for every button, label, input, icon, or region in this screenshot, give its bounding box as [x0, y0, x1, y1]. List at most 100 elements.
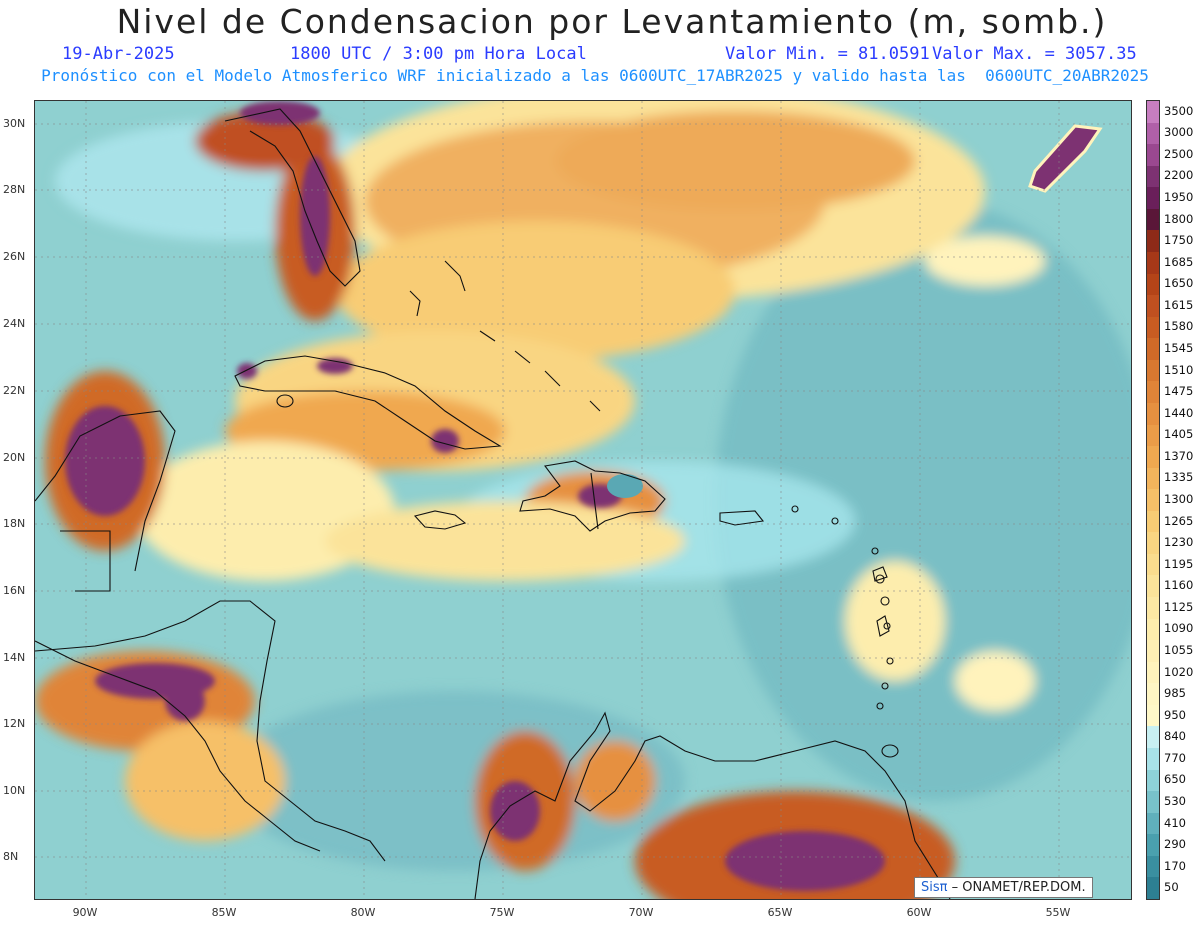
colorbar-swatch	[1147, 424, 1159, 447]
colorbar-label: 1580	[1164, 319, 1194, 334]
colorbar-swatch	[1147, 208, 1159, 231]
colorbar-swatch	[1147, 273, 1159, 296]
colorbar-swatch	[1147, 704, 1159, 727]
lon-label-60w: 60W	[906, 906, 932, 919]
forecast-subtitle: Pronóstico con el Modelo Atmosferico WRF…	[41, 66, 1149, 85]
colorbar-swatch	[1147, 640, 1159, 663]
colorbar-swatch	[1147, 101, 1159, 124]
colorbar-swatch	[1147, 467, 1159, 490]
colorbar-swatch	[1147, 316, 1159, 339]
colorbar-swatch	[1147, 683, 1159, 706]
colorbar-label: 1800	[1164, 211, 1194, 226]
lat-label-18n: 18N	[3, 517, 26, 530]
colorbar-label: 170	[1164, 858, 1186, 873]
lon-label-65w: 65W	[767, 906, 793, 919]
colorbar-label: 290	[1164, 837, 1186, 852]
colorbar-label: 1020	[1164, 664, 1194, 679]
colorbar-label: 1195	[1164, 556, 1194, 571]
colorbar-label: 3500	[1164, 103, 1194, 118]
lat-label-8n: 8N	[3, 850, 19, 863]
lon-label-75w: 75W	[489, 906, 515, 919]
lat-label-16n: 16N	[3, 584, 26, 597]
colorbar-swatch	[1147, 877, 1159, 900]
lcl-map-graphic	[34, 81, 1155, 927]
lon-label-80w: 80W	[350, 906, 376, 919]
colorbar-label: 1370	[1164, 448, 1194, 463]
colorbar-label: 1090	[1164, 621, 1194, 636]
colorbar-swatch	[1147, 769, 1159, 792]
colorbar-swatch	[1147, 489, 1159, 512]
colorbar-swatch	[1147, 381, 1159, 404]
colorbar-swatch	[1147, 834, 1159, 857]
colorbar-swatch	[1147, 575, 1159, 598]
colorbar-swatch	[1147, 597, 1159, 620]
lon-label-90w: 90W	[72, 906, 98, 919]
colorbar-label: 1265	[1164, 513, 1194, 528]
lat-label-26n: 26N	[3, 250, 26, 263]
lat-label-22n: 22N	[3, 384, 26, 397]
valid-time: 1800 UTC / 3:00 pm Hora Local	[290, 44, 587, 64]
colorbar-swatch	[1147, 748, 1159, 771]
colorbar-swatch	[1147, 165, 1159, 188]
colorbar-label: 1160	[1164, 578, 1194, 593]
min-value: Valor Min. = 81.0591	[725, 44, 930, 64]
lat-label-30n: 30N	[3, 117, 26, 130]
colorbar-label: 1685	[1164, 254, 1194, 269]
max-value: Valor Max. = 3057.35	[932, 44, 1137, 64]
colorbar-swatch	[1147, 144, 1159, 167]
colorbar-label: 1510	[1164, 362, 1194, 377]
colorbar-swatch	[1147, 402, 1159, 425]
colorbar-swatch	[1147, 230, 1159, 253]
colorbar-swatch	[1147, 791, 1159, 814]
colorbar-swatch	[1147, 726, 1159, 749]
colorbar-label: 1440	[1164, 405, 1194, 420]
colorbar-swatch	[1147, 187, 1159, 210]
colorbar-label: 410	[1164, 815, 1186, 830]
colorbar-label: 1475	[1164, 384, 1194, 399]
colorbar-swatch	[1147, 446, 1159, 469]
colorbar-label: 530	[1164, 793, 1186, 808]
lat-label-24n: 24N	[3, 317, 26, 330]
colorbar-label: 985	[1164, 686, 1186, 701]
lat-label-10n: 10N	[3, 784, 26, 797]
colorbar-swatch	[1147, 812, 1159, 835]
colorbar-swatch	[1147, 359, 1159, 382]
lon-label-70w: 70W	[628, 906, 654, 919]
credit-box: Sisπ – ONAMET/REP.DOM.	[914, 877, 1093, 898]
credit-sis: Sisπ	[921, 880, 948, 895]
lat-label-28n: 28N	[3, 183, 26, 196]
colorbar-swatch	[1147, 618, 1159, 641]
lat-label-12n: 12N	[3, 717, 26, 730]
lcl-map	[34, 81, 1155, 927]
colorbar-label: 1650	[1164, 276, 1194, 291]
colorbar-label: 1125	[1164, 599, 1194, 614]
colorbar-label: 950	[1164, 707, 1186, 722]
colorbar-label: 1335	[1164, 470, 1194, 485]
colorbar-label: 1545	[1164, 341, 1194, 356]
lat-label-14n: 14N	[3, 651, 26, 664]
valid-date: 19-Abr-2025	[62, 44, 175, 64]
colorbar-label: 650	[1164, 772, 1186, 787]
colorbar-swatch	[1147, 295, 1159, 318]
colorbar-label: 1750	[1164, 233, 1194, 248]
colorbar-swatch	[1147, 338, 1159, 361]
colorbar-swatch	[1147, 532, 1159, 555]
lon-label-55w: 55W	[1045, 906, 1071, 919]
colorbar-swatch	[1147, 510, 1159, 533]
colorbar-label: 840	[1164, 729, 1186, 744]
colorbar-label: 770	[1164, 750, 1186, 765]
colorbar	[1146, 100, 1160, 900]
colorbar-label: 1615	[1164, 297, 1194, 312]
chart-title: Nivel de Condensacion por Levantamiento …	[116, 2, 1108, 41]
colorbar-swatch	[1147, 553, 1159, 576]
credit-org: – ONAMET/REP.DOM.	[947, 880, 1086, 895]
colorbar-label: 2200	[1164, 168, 1194, 183]
colorbar-label: 1950	[1164, 190, 1194, 205]
colorbar-label: 2500	[1164, 146, 1194, 161]
colorbar-swatch	[1147, 855, 1159, 878]
colorbar-label: 1230	[1164, 535, 1194, 550]
colorbar-swatch	[1147, 661, 1159, 684]
lat-label-20n: 20N	[3, 451, 26, 464]
colorbar-swatch	[1147, 251, 1159, 275]
colorbar-label: 3000	[1164, 125, 1194, 140]
